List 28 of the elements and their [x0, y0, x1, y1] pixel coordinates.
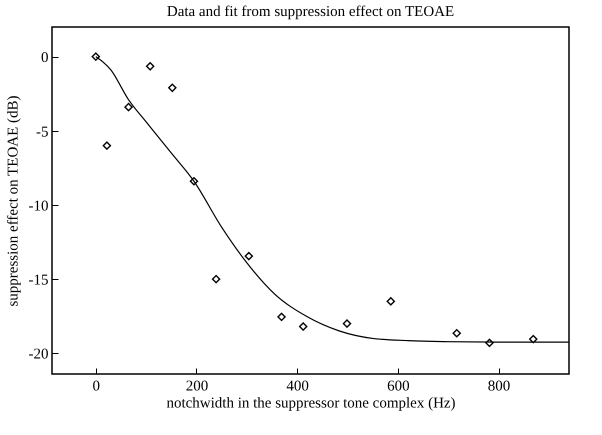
point [485, 338, 494, 348]
point [146, 62, 154, 71]
chart-title: Data and fit from suppression effect on TEOAE [166, 4, 454, 20]
point [277, 312, 286, 322]
y-tick-label: -20 [28, 346, 48, 363]
point [102, 141, 112, 150]
point [244, 252, 254, 260]
point [342, 319, 352, 328]
y-tick-label: 0 [41, 50, 48, 66]
point [168, 84, 177, 92]
y-axis-title: suppression effect on TEOAE (dB) [6, 95, 22, 307]
x-tick-label: 0 [92, 378, 100, 394]
point [298, 322, 308, 331]
y-tick-label: -10 [28, 198, 48, 214]
point [190, 176, 198, 186]
x-tick-label: 200 [186, 378, 208, 394]
point [92, 52, 100, 61]
x-tick-label: 600 [387, 378, 410, 394]
y-tick-label: -15 [28, 272, 48, 289]
y-tick-label: -5 [36, 124, 48, 140]
point [386, 297, 396, 306]
x-tick-label: 400 [286, 378, 309, 394]
point [212, 274, 220, 284]
x-tick-label: 800 [488, 378, 510, 394]
point [529, 334, 538, 344]
x-axis-title: notchwidth in the suppressor tone complex (Hz) [166, 396, 456, 412]
point [452, 328, 461, 338]
point [124, 102, 133, 112]
